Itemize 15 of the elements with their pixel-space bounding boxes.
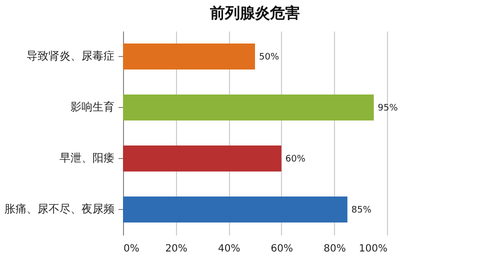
chart-title: 前列腺炎危害 [209, 4, 300, 22]
data-label: 85% [351, 206, 372, 216]
y-tick-label: 胀痛、尿不尽、夜尿频 [4, 202, 114, 216]
y-tick-label: 早泄、阳痿 [60, 152, 114, 164]
x-tick-label: 40% [218, 244, 240, 254]
data-label: 95% [378, 104, 398, 114]
data-label: 60% [285, 154, 306, 164]
x-tick-label: 20% [165, 244, 188, 254]
data-label: 50% [259, 52, 280, 62]
x-tick-label: 60% [270, 244, 294, 254]
x-tick-label: 80% [324, 244, 346, 254]
y-tick-label: 导致肾炎、尿毒症 [26, 50, 114, 62]
x-tick-label: 100% [358, 244, 388, 254]
y-tick-label: 影响生育 [70, 100, 114, 114]
x-tick-label: 0% [124, 244, 140, 254]
